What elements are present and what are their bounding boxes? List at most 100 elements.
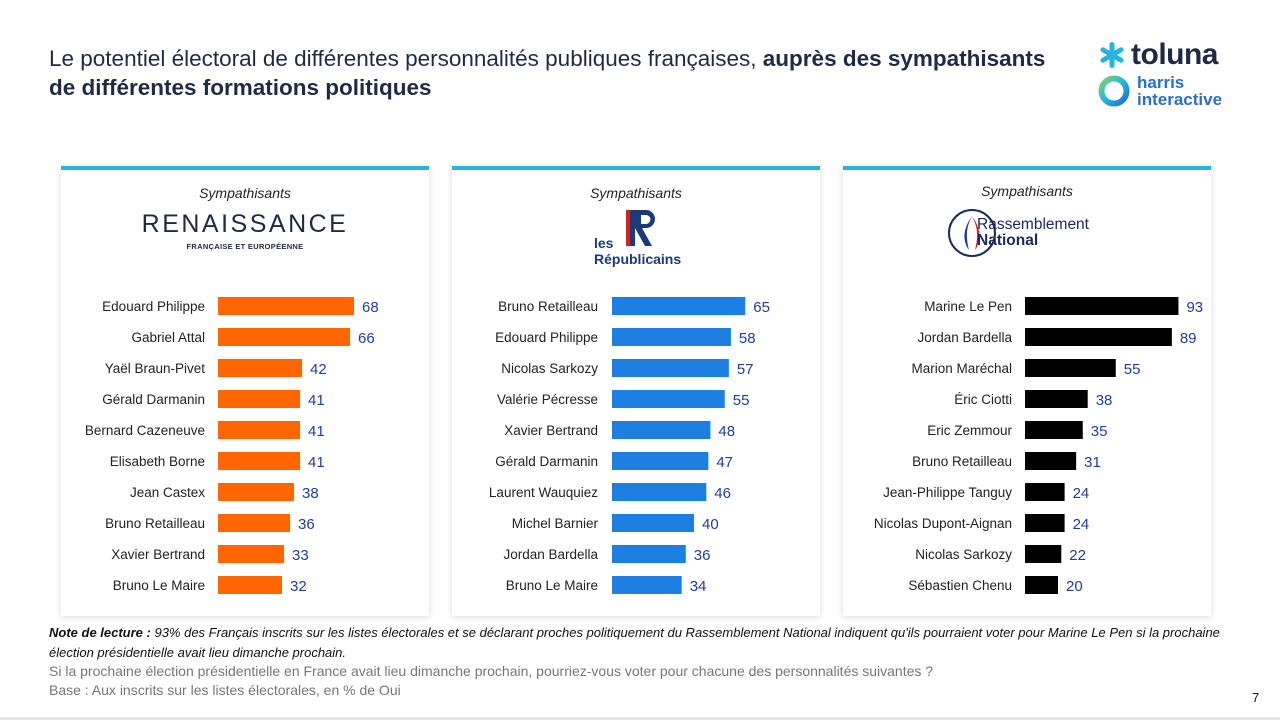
bar — [218, 576, 282, 594]
category-label: Gabriel Attal — [131, 330, 205, 345]
data-label: 66 — [358, 330, 375, 347]
bar — [612, 483, 707, 501]
data-label: 48 — [718, 423, 735, 440]
category-label: Sébastien Chenu — [908, 578, 1012, 593]
category-label: Marion Maréchal — [911, 361, 1012, 376]
data-label: 41 — [308, 423, 325, 440]
reading-note: Note de lecture : 93% des Français inscr… — [49, 623, 1259, 663]
data-label: 46 — [714, 485, 731, 502]
survey-question: Si la prochaine élection présidentielle … — [49, 663, 934, 679]
data-label: 24 — [1073, 516, 1090, 533]
panel-subtitle: Sympathisants — [981, 183, 1073, 199]
data-label: 34 — [690, 578, 707, 595]
republicains-logo-text: les Républicains — [594, 235, 682, 267]
harris-line1: harris — [1137, 73, 1185, 92]
bar — [218, 421, 300, 439]
bar — [1025, 328, 1172, 346]
data-label: 32 — [290, 578, 307, 595]
category-label: Éric Ciotti — [954, 392, 1012, 407]
data-label: 41 — [308, 454, 325, 471]
category-label: Nicolas Sarkozy — [501, 361, 598, 376]
survey-base: Base : Aux inscrits sur les listes élect… — [49, 682, 401, 698]
harris-line2: interactive — [1137, 90, 1223, 109]
bar — [1025, 421, 1083, 439]
category-label: Laurent Wauquiez — [489, 485, 598, 500]
category-label: Bruno Retailleau — [912, 454, 1012, 469]
data-label: 36 — [694, 547, 711, 564]
bar — [1025, 297, 1179, 315]
category-label: Nicolas Sarkozy — [915, 547, 1012, 562]
bar-chart-rassemblement-national: Marine Le Pen 93 Jordan Bardella 89 Marion M… — [874, 297, 1203, 595]
panel-republicains: Sympathisants les Républicains Bruno Ret… — [452, 166, 820, 616]
panel-renaissance: Sympathisants RENAISSANCE FRANÇAISE ET E… — [61, 166, 429, 616]
bar — [612, 328, 731, 346]
bar — [1025, 576, 1058, 594]
category-label: Bruno Retailleau — [498, 299, 598, 314]
category-label: Nicolas Dupont-Aignan — [874, 516, 1012, 531]
data-label: 38 — [302, 485, 319, 502]
harris-ring-icon — [1098, 75, 1130, 107]
data-label: 89 — [1180, 330, 1197, 347]
bar — [218, 514, 290, 532]
data-label: 47 — [716, 454, 733, 471]
category-label: Bruno Le Maire — [113, 578, 205, 593]
reading-note-label: Note de lecture : — [49, 625, 151, 640]
bar — [612, 452, 709, 470]
page-number: 7 — [1252, 690, 1260, 705]
data-label: 42 — [310, 361, 327, 378]
category-label: Marine Le Pen — [924, 299, 1012, 314]
page-title-bold: auprès des sympathisants de différentes … — [49, 46, 1046, 100]
panel-subtitle: Sympathisants — [590, 185, 682, 201]
rn-logo-text-1: Rassemblement — [977, 216, 1089, 233]
bottom-divider — [0, 717, 1280, 720]
bar — [1025, 483, 1065, 501]
category-label: Bruno Le Maire — [506, 578, 598, 593]
rn-flame-icon — [948, 209, 996, 257]
category-label: Jean-Philippe Tanguy — [883, 485, 1012, 500]
category-label: Edouard Philippe — [102, 299, 205, 314]
bar — [612, 545, 686, 563]
republicains-logo: les Républicains — [592, 208, 702, 268]
data-label: 65 — [753, 299, 770, 316]
data-label: 35 — [1091, 423, 1108, 440]
data-label: 31 — [1084, 454, 1101, 471]
bar — [612, 297, 746, 315]
renaissance-logo: RENAISSANCE FRANÇAISE ET EUROPÉENNE — [61, 210, 429, 251]
bar — [218, 545, 284, 563]
category-label: Eric Zemmour — [927, 423, 1012, 438]
category-label: Xavier Bertrand — [504, 423, 598, 438]
category-label: Jordan Bardella — [503, 547, 598, 562]
bar — [1025, 390, 1088, 408]
renaissance-logo-subtext: FRANÇAISE ET EUROPÉENNE — [186, 242, 304, 251]
data-label: 20 — [1066, 578, 1083, 595]
data-label: 55 — [733, 392, 750, 409]
category-label: Yaël Braun-Pivet — [105, 361, 206, 376]
bar — [612, 390, 725, 408]
category-label: Jean Castex — [130, 485, 205, 500]
category-label: Valérie Pécresse — [497, 392, 598, 407]
rassemblement-national-logo: Rassemblement National — [947, 208, 1127, 258]
bar — [612, 421, 711, 439]
category-label: Bernard Cazeneuve — [85, 423, 205, 438]
data-label: 55 — [1124, 361, 1141, 378]
data-label: 24 — [1073, 485, 1090, 502]
data-label: 22 — [1069, 547, 1086, 564]
page-title-regular: Le potentiel électoral de différentes pe… — [49, 46, 763, 71]
renaissance-logo-text: RENAISSANCE — [141, 210, 349, 238]
panel-subtitle: Sympathisants — [199, 185, 291, 201]
bar — [1025, 545, 1062, 563]
category-label: Elisabeth Borne — [110, 454, 205, 469]
republicains-lr-icon — [626, 210, 655, 246]
data-label: 40 — [702, 516, 719, 533]
category-label: Bruno Retailleau — [105, 516, 205, 531]
data-label: 33 — [292, 547, 309, 564]
category-label: Michel Barnier — [512, 516, 599, 531]
data-label: 93 — [1186, 299, 1203, 316]
rn-logo-text-2: National — [977, 232, 1039, 249]
data-label: 57 — [737, 361, 754, 378]
bar — [1025, 452, 1077, 470]
bar — [218, 390, 300, 408]
category-label: Jordan Bardella — [917, 330, 1012, 345]
category-label: Gérald Darmanin — [102, 392, 205, 407]
bar — [1025, 514, 1065, 532]
